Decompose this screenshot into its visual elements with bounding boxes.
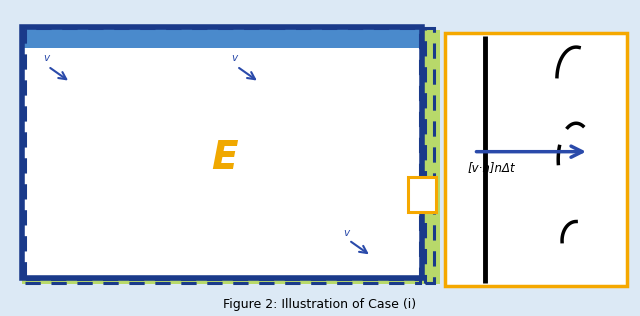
Bar [422,27,436,284]
Text: Figure 2: Illustration of Case (i): Figure 2: Illustration of Case (i) [223,298,417,312]
Bar [445,33,627,286]
Text: v: v [44,53,50,63]
Text: [v·n]nΔt: [v·n]nΔt [467,161,515,174]
Bar [25,279,420,283]
Text: E: E [211,139,237,177]
Bar [34,30,440,284]
Text: v: v [232,53,238,63]
Bar [22,27,422,278]
Bar [22,278,422,284]
Bar [22,48,422,278]
Text: v: v [344,228,350,238]
Bar [25,28,420,277]
Bar [408,177,436,212]
Bar [425,28,434,283]
Bar [22,27,422,48]
